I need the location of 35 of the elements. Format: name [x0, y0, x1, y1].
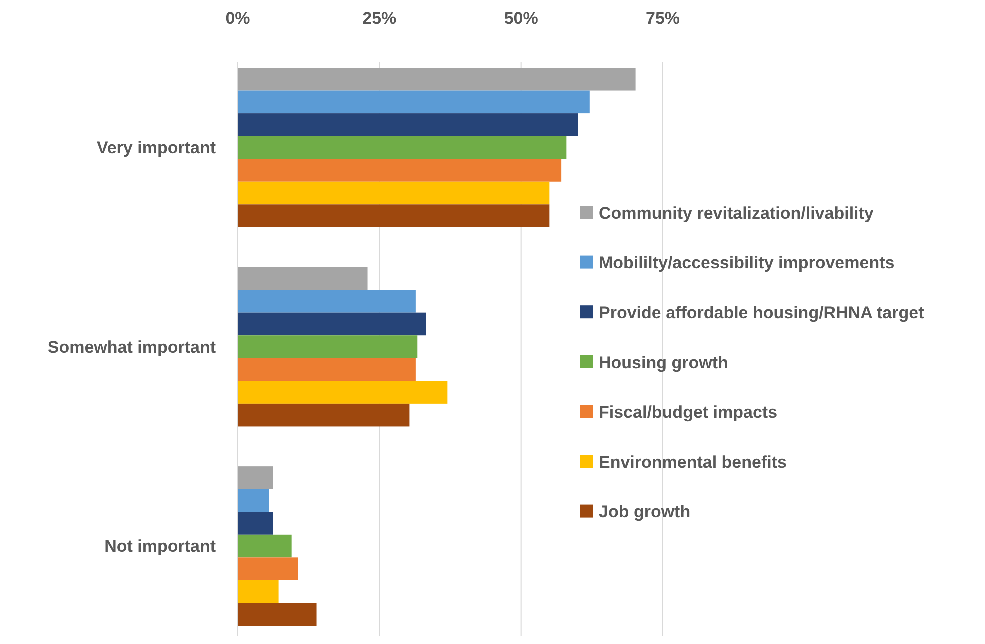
- bar: [238, 68, 636, 91]
- bar: [238, 404, 410, 427]
- bar: [238, 204, 550, 228]
- bar: [238, 336, 418, 358]
- x-tick-label: 75%: [646, 9, 680, 28]
- legend-label: Fiscal/budget impacts: [599, 403, 778, 422]
- bar: [238, 489, 270, 512]
- bar: [238, 558, 298, 580]
- bar: [238, 580, 279, 604]
- legend-label: Housing growth: [599, 353, 728, 372]
- legend-label: Mobililty/accessibility improvements: [599, 254, 895, 273]
- bar: [238, 290, 416, 313]
- bar: [238, 182, 550, 205]
- bar: [238, 90, 590, 114]
- x-tick-label: 0%: [226, 9, 250, 28]
- legend-label: Environmental benefits: [599, 452, 787, 472]
- bar: [238, 159, 562, 182]
- bar: [238, 381, 448, 404]
- x-tick-label: 25%: [362, 9, 397, 28]
- legend-label: Provide affordable housing/RHNA target: [599, 304, 925, 323]
- bar: [238, 136, 567, 160]
- bar: [238, 466, 274, 490]
- legend-label: Community revitalization/livability: [599, 204, 874, 223]
- y-tick-label: Very important: [96, 138, 216, 158]
- bar: [238, 358, 416, 382]
- bar: [238, 534, 292, 558]
- bar: [238, 312, 426, 336]
- bar: [238, 267, 368, 290]
- y-tick-label: Somewhat important: [48, 338, 216, 357]
- y-tick-label: Not important: [104, 537, 216, 556]
- bar: [238, 603, 317, 626]
- bar: [238, 512, 274, 535]
- x-tick-label: 50%: [504, 9, 538, 28]
- legend-label: Job growth: [599, 502, 691, 522]
- bar: [238, 114, 578, 136]
